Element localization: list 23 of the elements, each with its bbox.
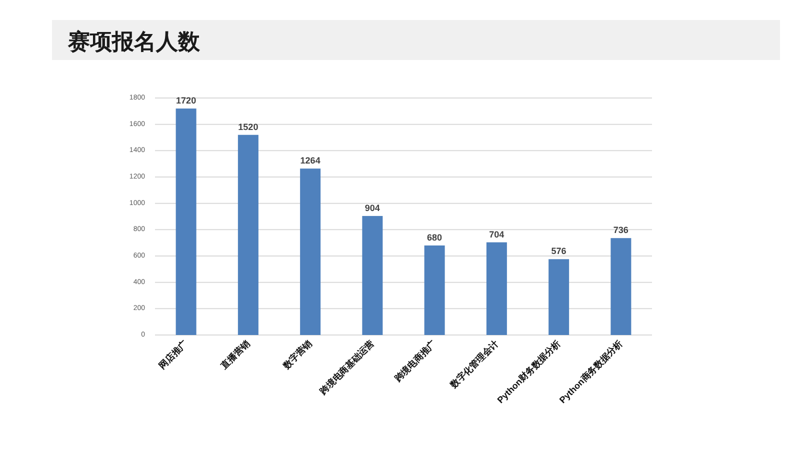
x-tick-label: 跨境电商基础运营 <box>317 338 376 398</box>
data-label: 704 <box>489 229 504 240</box>
x-tick-label: 跨境电商推广 <box>392 338 438 384</box>
bar <box>424 245 445 335</box>
x-tick-label: 直播营销 <box>218 338 252 372</box>
data-label: 576 <box>551 246 566 256</box>
x-tick-label: 网店推广 <box>156 338 190 371</box>
bar <box>548 259 570 335</box>
data-label: 1264 <box>300 156 320 166</box>
chart-title: 赛项报名人数 <box>67 29 201 54</box>
bar <box>610 238 632 335</box>
bar <box>176 108 196 335</box>
data-label: 1520 <box>238 122 258 132</box>
bar <box>362 216 383 335</box>
x-tick-label: 数字营销 <box>280 338 314 372</box>
data-label: 736 <box>613 225 628 236</box>
bar <box>300 168 321 335</box>
data-label: 904 <box>364 202 380 213</box>
data-label: 1720 <box>176 96 196 106</box>
bar <box>238 134 258 335</box>
bar <box>486 242 507 335</box>
x-tick-label: 数字化管理会计 <box>448 338 500 391</box>
data-label: 680 <box>427 232 442 242</box>
